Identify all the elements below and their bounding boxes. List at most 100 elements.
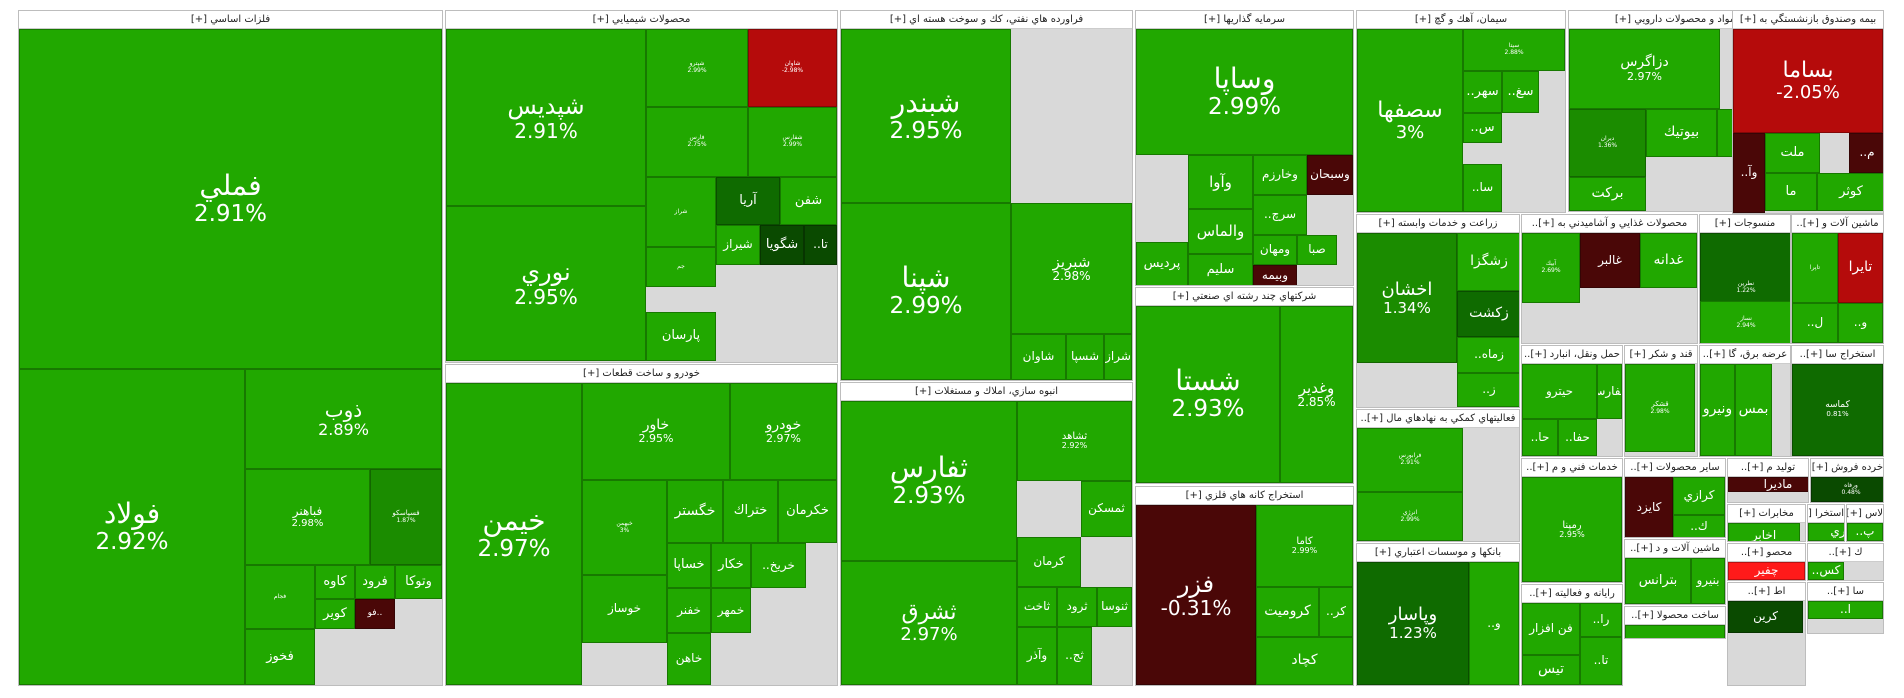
stock-tile[interactable]: كروميت xyxy=(1256,587,1319,637)
stock-tile[interactable]: شبندر 2.95% xyxy=(841,29,1011,203)
sector-header[interactable]: بيمه وصندوق بازنشستگي به [+] xyxy=(1733,11,1883,29)
stock-tile[interactable]: ..زماه xyxy=(1457,337,1519,373)
stock-tile[interactable]: شپديس 2.91% xyxy=(446,29,646,206)
sector-header[interactable]: خودرو و ساخت قطعات [+] xyxy=(446,365,837,383)
stock-tile[interactable]: ثشرق 2.97% xyxy=(841,561,1017,685)
stock-tile[interactable]: شستا 2.93% xyxy=(1136,306,1280,483)
stock-tile[interactable]: غالبر xyxy=(1580,233,1640,288)
stock-tile[interactable]: ..ز xyxy=(1457,373,1519,407)
stock-tile[interactable]: فملي 2.91% xyxy=(19,29,442,369)
stock-tile[interactable]: وتوكا xyxy=(395,565,442,599)
stock-tile[interactable]: بساما -2.05% xyxy=(1733,29,1883,133)
stock-tile[interactable]: كرين xyxy=(1728,601,1803,633)
stock-tile[interactable]: ثمسكن xyxy=(1081,481,1132,537)
stock-tile[interactable]: ثاخت xyxy=(1017,587,1057,627)
stock-tile[interactable]: شپترو 2.99% xyxy=(646,29,748,107)
stock-tile[interactable]: ..م xyxy=(1849,133,1883,173)
stock-tile[interactable]: وپاسار 1.23% xyxy=(1357,562,1469,685)
sector-header[interactable]: ماشين آلات و [+].. xyxy=(1792,215,1883,233)
stock-tile[interactable]: وخارزم xyxy=(1253,155,1307,195)
stock-tile[interactable]: ..و xyxy=(1838,303,1883,343)
stock-tile[interactable]: وآذر xyxy=(1017,627,1057,685)
sector-header[interactable]: ماشين آلات و د [+].. xyxy=(1625,540,1725,558)
stock-tile[interactable]: ..ل xyxy=(1792,303,1838,343)
stock-tile[interactable]: فخوز xyxy=(245,629,315,685)
stock-tile[interactable]: خوساز xyxy=(582,575,667,643)
stock-tile[interactable]: كرازي xyxy=(1673,477,1725,515)
stock-tile[interactable]: كوير xyxy=(315,599,355,629)
stock-tile[interactable]: اخابر xyxy=(1728,523,1800,541)
stock-tile[interactable]: وغدير 2.85% xyxy=(1280,306,1353,483)
sector-header[interactable]: استخراج كانه هاي فلزي [+] xyxy=(1136,487,1353,505)
stock-tile[interactable]: فزر -0.31% xyxy=(1136,505,1256,685)
stock-tile[interactable]: ماديرا xyxy=(1728,477,1808,492)
stock-tile[interactable]: آريا xyxy=(716,177,780,225)
sector-header[interactable]: رايانه و فعاليته [+].. xyxy=(1522,585,1622,603)
sector-header[interactable]: عرضه برق، گا [+].. xyxy=(1700,346,1790,364)
stock-tile[interactable]: وساپا 2.99% xyxy=(1136,29,1353,155)
stock-tile[interactable]: نوري 2.95% xyxy=(446,206,646,361)
stock-tile[interactable]: كرمان xyxy=(1017,537,1081,587)
sector-header[interactable]: منسوجات [+] xyxy=(1700,215,1790,233)
stock-tile[interactable]: حفاري xyxy=(1808,523,1844,541)
stock-tile[interactable]: كوثر xyxy=(1817,173,1883,211)
stock-tile[interactable]: ..ك xyxy=(1673,515,1725,537)
stock-tile[interactable]: بنيرو xyxy=(1691,558,1725,604)
stock-tile[interactable]: رمپنا 2.95% xyxy=(1522,477,1622,582)
stock-tile[interactable]: صبا xyxy=(1297,235,1337,265)
stock-tile[interactable]: ..سغ xyxy=(1502,71,1539,113)
stock-tile[interactable]: ..حا xyxy=(1522,419,1558,456)
stock-tile[interactable]: ..و xyxy=(1469,562,1519,685)
sector-header[interactable]: حمل ونقل، انبارد [+].. xyxy=(1522,346,1622,364)
sector-header[interactable]: مخابرات [+] xyxy=(1728,505,1805,523)
stock-tile[interactable]: غدانه xyxy=(1640,233,1697,288)
stock-tile[interactable]: كاوه xyxy=(315,565,355,599)
stock-tile[interactable]: شفارس 2.99% xyxy=(748,107,837,177)
stock-tile[interactable]: فولاد 2.92% xyxy=(19,369,245,685)
stock-tile[interactable]: شگويا xyxy=(760,225,804,265)
sector-header[interactable]: ك [+].. xyxy=(1808,544,1883,562)
stock-tile[interactable]: حفارس xyxy=(1597,364,1622,419)
stock-tile[interactable]: وسبحان xyxy=(1307,155,1353,195)
stock-tile[interactable]: ثرود xyxy=(1057,587,1097,627)
stock-tile[interactable]: كچاد xyxy=(1256,637,1353,685)
stock-tile[interactable]: خيمن 2.97% xyxy=(446,383,582,685)
stock-tile[interactable]: شسپا xyxy=(1066,334,1104,380)
stock-tile[interactable]: كاما 2.99% xyxy=(1256,505,1353,587)
stock-tile[interactable]: ..سرچ xyxy=(1253,195,1307,235)
stock-tile[interactable]: ثشاهد 2.92% xyxy=(1017,401,1132,481)
stock-tile[interactable]: ..وآ xyxy=(1733,133,1765,213)
stock-tile[interactable]: فسپاسکو 1.87% xyxy=(370,469,442,565)
stock-tile[interactable]: شبريز 2.98% xyxy=(1011,203,1132,334)
stock-tile[interactable]: كماسه 0.81% xyxy=(1792,364,1883,456)
stock-tile[interactable]: سصفها 3% xyxy=(1357,29,1463,212)
stock-tile[interactable]: فرود xyxy=(355,565,395,599)
stock-tile[interactable]: ..تا xyxy=(1580,637,1622,685)
stock-tile[interactable]: خفنر xyxy=(667,588,711,633)
stock-tile[interactable]: خكار xyxy=(711,543,751,588)
stock-tile[interactable]: ونيرو xyxy=(1700,364,1735,456)
stock-tile[interactable]: ..تا xyxy=(804,225,837,265)
stock-tile[interactable]: دزاگرس 2.97% xyxy=(1569,29,1720,109)
stock-tile[interactable]: انرژي 2.99% xyxy=(1357,492,1463,541)
stock-tile[interactable]: چفير xyxy=(1728,562,1805,580)
stock-tile[interactable]: ..سا xyxy=(1463,164,1502,212)
sector-header[interactable]: فعاليتهاي كمكي به نهادهاي مال [+].. xyxy=(1357,410,1519,428)
sector-header[interactable]: استخرا [+].. xyxy=(1808,505,1844,523)
sector-header[interactable]: محصو [+].. xyxy=(1728,544,1805,562)
sector-header[interactable]: ساير محصولات [+].. xyxy=(1625,459,1725,477)
stock-tile[interactable]: ..پ xyxy=(1847,523,1883,541)
sector-header[interactable]: لاس [+].. xyxy=(1847,505,1883,523)
stock-tile[interactable]: بركت xyxy=(1569,177,1646,211)
stock-tile[interactable]: ..را xyxy=(1580,603,1622,637)
stock-tile[interactable]: ..كس xyxy=(1808,562,1844,580)
sector-header[interactable]: قند و شكر [+] xyxy=(1625,346,1697,364)
sector-header[interactable]: محصولات غذايي و آشاميدني به [+].. xyxy=(1522,215,1697,233)
stock-tile[interactable]: نساز 2.94% xyxy=(1700,301,1790,343)
stock-tile[interactable]: شپنا 2.99% xyxy=(841,203,1011,380)
stock-tile[interactable]: بيوتيك xyxy=(1646,109,1717,157)
stock-tile[interactable]: والماس xyxy=(1188,209,1253,254)
stock-tile[interactable]: فنورد xyxy=(1625,625,1725,638)
stock-tile[interactable]: ..كر xyxy=(1319,587,1353,637)
stock-tile[interactable]: وبيمه xyxy=(1253,265,1297,285)
